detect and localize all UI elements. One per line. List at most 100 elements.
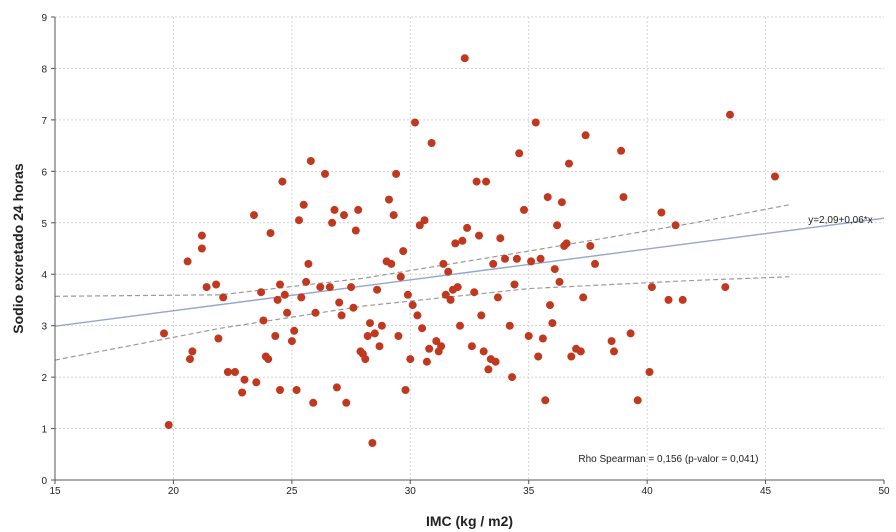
data-point <box>591 259 599 268</box>
data-point <box>444 267 453 276</box>
data-point <box>576 347 585 356</box>
data-point <box>321 169 329 178</box>
data-point <box>543 193 552 202</box>
data-point <box>657 208 666 217</box>
data-point <box>278 177 287 186</box>
data-point <box>368 439 377 447</box>
y-tick-label: 5 <box>41 219 47 230</box>
data-point <box>482 177 491 186</box>
data-point <box>297 293 306 302</box>
data-point <box>160 329 168 338</box>
data-point <box>330 205 339 214</box>
data-point <box>439 259 448 268</box>
data-point <box>212 280 221 289</box>
axes <box>51 16 885 484</box>
data-point <box>250 211 258 220</box>
data-point <box>451 239 460 248</box>
data-point <box>231 368 239 376</box>
data-point <box>389 211 398 220</box>
data-point <box>425 344 434 353</box>
y-tick-label: 9 <box>41 13 47 24</box>
data-point <box>420 216 429 225</box>
data-point <box>197 244 206 253</box>
data-point <box>607 337 616 346</box>
data-point <box>505 321 514 330</box>
data-point <box>771 172 779 181</box>
x-tick-label: 20 <box>168 486 180 497</box>
data-point <box>366 319 374 328</box>
data-point <box>427 139 436 147</box>
data-point <box>223 368 232 376</box>
x-axis-title: IMC (kg / m2) <box>426 513 513 529</box>
data-point <box>446 295 455 304</box>
data-point <box>645 368 654 376</box>
data-point <box>562 239 571 248</box>
data-point <box>335 298 344 307</box>
data-point <box>259 316 268 325</box>
data-point <box>538 334 547 343</box>
data-point <box>520 205 528 214</box>
data-point <box>546 301 554 310</box>
data-point <box>302 277 311 286</box>
data-point <box>240 375 249 384</box>
x-tick-label: 45 <box>760 486 772 497</box>
data-point <box>197 231 206 240</box>
data-point <box>257 288 266 297</box>
data-point <box>541 396 550 405</box>
data-point <box>553 221 562 230</box>
data-point <box>467 342 476 351</box>
data-point <box>354 205 363 214</box>
y-tick-label: 8 <box>41 64 47 75</box>
data-point <box>491 357 500 366</box>
data-point <box>555 277 564 286</box>
data-point <box>403 290 412 299</box>
data-point <box>515 149 524 158</box>
data-point <box>633 396 642 405</box>
data-point <box>581 131 590 140</box>
data-point <box>557 198 566 207</box>
data-point <box>550 265 559 274</box>
data-point <box>508 373 517 382</box>
x-tick-label: 15 <box>49 486 61 497</box>
y-tick-label: 3 <box>41 322 47 333</box>
data-point <box>340 211 348 220</box>
data-point <box>579 293 588 302</box>
data-point <box>664 295 673 304</box>
data-point <box>363 332 372 340</box>
data-point <box>484 365 493 374</box>
data-point <box>325 283 334 292</box>
data-points <box>160 54 779 447</box>
data-point <box>441 290 450 299</box>
data-point <box>671 221 680 230</box>
data-point <box>610 347 618 356</box>
data-point <box>437 342 446 351</box>
data-point <box>456 321 464 330</box>
x-tick-label: 50 <box>878 486 890 497</box>
data-point <box>287 337 296 346</box>
data-point <box>548 319 557 328</box>
data-point <box>299 200 308 209</box>
data-point <box>370 329 379 338</box>
data-point <box>567 352 576 361</box>
data-point <box>214 334 223 343</box>
data-point <box>219 293 228 302</box>
x-tick-label: 40 <box>642 486 654 497</box>
data-point <box>524 332 533 340</box>
data-point <box>252 378 261 387</box>
data-point <box>479 347 488 356</box>
data-point <box>202 283 211 292</box>
data-point <box>264 355 273 364</box>
data-point <box>493 293 502 302</box>
data-point <box>586 241 595 250</box>
data-point <box>534 352 543 361</box>
data-point <box>311 308 320 317</box>
data-point <box>413 311 422 320</box>
data-point <box>387 259 396 268</box>
data-point <box>290 326 299 335</box>
data-point <box>271 332 280 340</box>
data-point <box>460 54 469 63</box>
data-point <box>463 223 472 232</box>
data-point <box>316 283 325 292</box>
